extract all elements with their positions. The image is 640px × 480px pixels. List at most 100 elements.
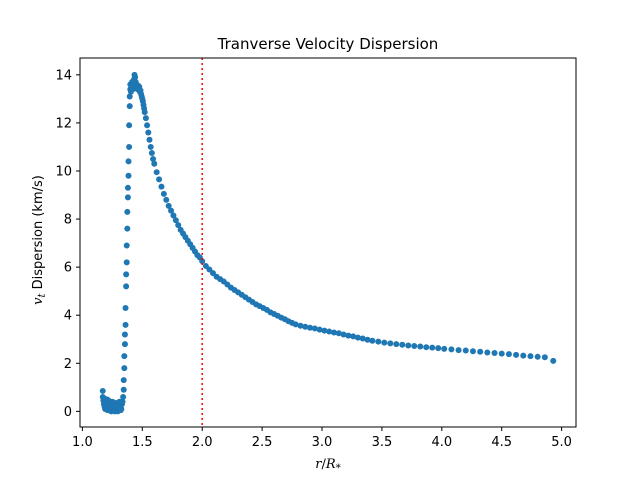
data-point bbox=[158, 183, 165, 190]
data-point bbox=[175, 222, 182, 229]
x-tick-label: 2.5 bbox=[252, 435, 273, 450]
x-tick-label: 2.0 bbox=[192, 435, 213, 450]
data-point bbox=[141, 109, 148, 116]
chart-title: Tranverse Velocity Dispersion bbox=[217, 35, 439, 53]
data-point bbox=[168, 207, 175, 214]
x-tick-label: 1.0 bbox=[72, 435, 93, 450]
data-point bbox=[126, 122, 133, 129]
data-point bbox=[120, 377, 127, 384]
data-point bbox=[121, 365, 128, 372]
y-tick-label: 10 bbox=[55, 164, 72, 179]
data-point bbox=[125, 172, 132, 179]
x-tick-label: 1.5 bbox=[132, 435, 153, 450]
data-point bbox=[123, 283, 130, 290]
x-tick-label: 3.5 bbox=[372, 435, 393, 450]
axes-frame bbox=[79, 57, 577, 428]
data-point bbox=[411, 342, 418, 349]
data-point bbox=[359, 335, 366, 342]
y-axis-label: vt Dispersion (km/s) bbox=[31, 175, 48, 305]
data-point bbox=[505, 351, 512, 358]
data-point bbox=[462, 347, 469, 354]
data-point bbox=[387, 340, 394, 347]
data-point bbox=[423, 344, 430, 351]
data-point bbox=[121, 341, 128, 348]
data-point bbox=[146, 136, 153, 143]
x-tick-label: 4.5 bbox=[491, 435, 512, 450]
y-tick-label: 2 bbox=[64, 357, 72, 372]
data-point bbox=[311, 325, 318, 332]
data-point bbox=[126, 143, 133, 150]
data-point bbox=[163, 196, 170, 203]
data-point bbox=[364, 336, 371, 343]
x-tick-label: 3.0 bbox=[312, 435, 333, 450]
data-point bbox=[469, 348, 476, 355]
data-point bbox=[156, 176, 163, 183]
data-point bbox=[121, 353, 128, 360]
x-axis-label: r/R* bbox=[315, 457, 340, 474]
y-tick-label: 14 bbox=[55, 68, 72, 83]
data-point bbox=[151, 160, 158, 167]
data-point bbox=[147, 143, 154, 150]
data-point bbox=[132, 74, 139, 81]
data-point bbox=[435, 345, 442, 352]
data-point bbox=[118, 405, 125, 412]
data-point bbox=[123, 242, 130, 249]
y-axis: 0 2 4 6 8 10 12 14 bbox=[55, 68, 80, 420]
data-point bbox=[125, 158, 132, 165]
data-point bbox=[429, 344, 436, 351]
data-point bbox=[520, 352, 527, 359]
data-point bbox=[381, 339, 388, 346]
data-point bbox=[145, 129, 152, 136]
data-point bbox=[448, 346, 455, 353]
y-tick-label: 6 bbox=[64, 261, 72, 276]
data-point bbox=[350, 333, 357, 340]
data-point bbox=[144, 122, 151, 129]
data-point bbox=[541, 354, 548, 361]
data-point bbox=[172, 217, 179, 224]
data-point bbox=[399, 341, 406, 348]
data-point bbox=[297, 322, 304, 329]
data-point bbox=[153, 169, 160, 176]
data-point bbox=[375, 338, 382, 345]
data-point bbox=[170, 212, 177, 219]
data-point bbox=[123, 259, 130, 266]
data-point bbox=[393, 341, 400, 348]
data-point bbox=[513, 351, 520, 358]
data-point bbox=[527, 353, 534, 360]
data-point bbox=[122, 321, 129, 328]
x-tick-label: 5.0 bbox=[551, 435, 572, 450]
data-point bbox=[124, 225, 131, 232]
data-point bbox=[441, 345, 448, 352]
data-point bbox=[124, 184, 131, 191]
x-tick-label: 4.0 bbox=[431, 435, 452, 450]
data-point bbox=[484, 349, 491, 356]
data-point bbox=[150, 155, 157, 162]
data-point bbox=[354, 334, 361, 341]
data-point bbox=[120, 386, 127, 393]
data-point bbox=[345, 332, 352, 339]
data-point bbox=[417, 343, 424, 350]
data-point bbox=[405, 342, 412, 349]
data-point bbox=[199, 258, 206, 265]
data-point bbox=[340, 331, 347, 338]
data-point bbox=[99, 387, 106, 394]
y-tick-label: 8 bbox=[64, 213, 72, 228]
data-point bbox=[126, 103, 133, 110]
data-point bbox=[477, 348, 484, 355]
plot-area bbox=[99, 58, 557, 427]
data-point bbox=[126, 93, 133, 100]
data-point bbox=[302, 323, 309, 330]
y-tick-label: 4 bbox=[64, 309, 72, 324]
data-point bbox=[498, 350, 505, 357]
data-point bbox=[165, 202, 172, 209]
data-point bbox=[307, 324, 314, 331]
data-point bbox=[119, 398, 126, 405]
data-point bbox=[148, 149, 155, 156]
data-point bbox=[292, 321, 299, 328]
data-point bbox=[326, 328, 333, 335]
data-point bbox=[455, 347, 462, 354]
data-point bbox=[160, 190, 167, 197]
data-point bbox=[330, 329, 337, 336]
